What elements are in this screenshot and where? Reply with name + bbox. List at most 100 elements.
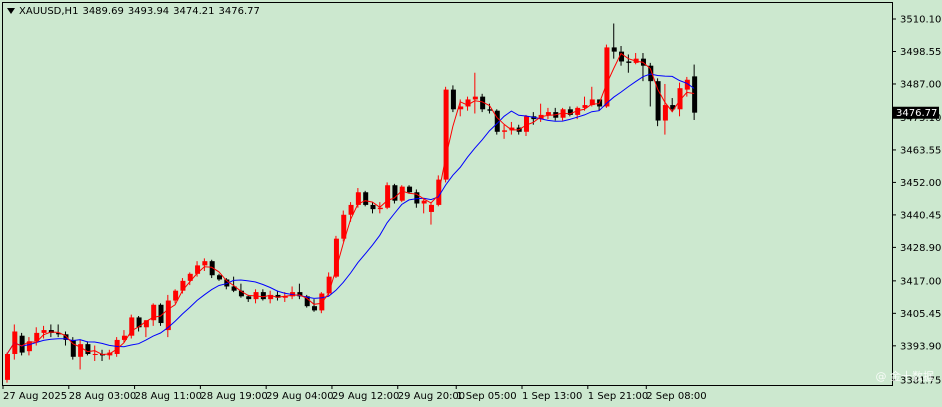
- x-tick-label: 1 Sep 13:00: [522, 391, 582, 402]
- x-tick-label: 28 Aug 11:00: [135, 391, 202, 402]
- x-tick-label: 1 Sep 21:00: [588, 391, 648, 402]
- candle-body: [341, 214, 347, 239]
- candle-body: [692, 76, 698, 113]
- candle-body: [428, 204, 434, 212]
- x-tick-label: 1 Sep 05:00: [456, 391, 516, 402]
- x-tick-label: 27 Aug 2025: [3, 391, 67, 402]
- candle-body: [611, 47, 617, 52]
- candle-body: [377, 207, 383, 210]
- candle-body: [604, 47, 610, 107]
- candle-body: [143, 320, 149, 328]
- candle-body: [465, 99, 471, 107]
- ma-slow-line: [6, 73, 695, 355]
- price-tag-bg: [893, 106, 939, 119]
- candle-body: [509, 127, 515, 131]
- candle-body: [567, 109, 573, 115]
- candle-body: [443, 89, 449, 180]
- candle-body: [282, 296, 288, 298]
- candle-body: [195, 265, 201, 274]
- candle-body: [670, 105, 676, 110]
- candle-body: [158, 304, 164, 324]
- candle-body: [545, 112, 551, 115]
- candle-body: [85, 344, 91, 354]
- y-tick-label: 3498.55: [900, 47, 941, 58]
- candle-body: [63, 334, 69, 340]
- ohlc-open: 3489.69: [82, 6, 124, 17]
- x-tick-label: 28 Aug 03:00: [69, 391, 136, 402]
- candle-body: [312, 306, 318, 311]
- candle-body: [626, 61, 632, 63]
- candle-body: [297, 292, 303, 297]
- candle-body: [662, 105, 668, 121]
- candle-body: [458, 106, 464, 110]
- chevron-down-icon[interactable]: [7, 8, 15, 14]
- ohlc-high: 3493.94: [127, 6, 170, 17]
- x-tick-label: 29 Aug 20:00: [398, 391, 465, 402]
- candle-body: [502, 130, 508, 132]
- candle-body: [275, 294, 281, 298]
- candle-body: [392, 185, 398, 201]
- candle-body: [246, 296, 252, 300]
- chart-header: XAUUSD,H1 3489.69 3493.94 3474.21 3476.77: [7, 5, 264, 19]
- x-tick-label: 29 Aug 04:00: [266, 391, 333, 402]
- candle-body: [450, 89, 456, 110]
- candle-body: [582, 105, 588, 108]
- candle-body: [472, 96, 478, 100]
- candle-body: [165, 300, 171, 331]
- candle-body: [363, 192, 369, 205]
- y-tick-label: 3381.75: [900, 376, 941, 387]
- candle-body: [238, 290, 244, 297]
- candle-body: [524, 116, 530, 132]
- candle-body: [26, 341, 32, 352]
- candle-body: [677, 88, 683, 110]
- candle-body: [151, 304, 157, 321]
- candle-body: [136, 317, 142, 328]
- y-tick-label: 3405.45: [900, 309, 941, 320]
- candle-body: [48, 330, 54, 333]
- candle-body: [399, 186, 405, 201]
- candle-body: [260, 292, 266, 300]
- candle-body: [421, 200, 427, 204]
- candle-body: [619, 51, 625, 62]
- candle-body: [326, 276, 332, 294]
- watermark: @ 金十数据: [875, 370, 935, 383]
- y-tick-label: 3417.00: [900, 276, 941, 287]
- ohlc-close: 3476.77: [218, 6, 260, 17]
- candle-body: [70, 339, 76, 357]
- candle-body: [202, 261, 208, 266]
- candle-body: [487, 109, 493, 111]
- candle-body: [575, 107, 581, 115]
- x-tick-label: 28 Aug 19:00: [200, 391, 267, 402]
- candle-body: [180, 280, 186, 291]
- y-tick-label: 3452.00: [900, 178, 941, 189]
- candle-body: [78, 344, 84, 357]
- candle-body: [648, 65, 654, 82]
- current-price-tag: 3476.77: [893, 106, 939, 119]
- price-tag-label: 3476.77: [896, 108, 937, 119]
- candle-body: [114, 339, 120, 354]
- y-tick-label: 3487.00: [900, 79, 941, 90]
- candle-body: [92, 353, 98, 355]
- candle-body: [494, 110, 500, 132]
- candle-body: [216, 275, 222, 280]
- candle-body: [480, 96, 486, 110]
- candle-body: [684, 79, 690, 90]
- y-tick-label: 3510.10: [900, 15, 941, 26]
- y-tick-label: 3393.90: [900, 341, 941, 352]
- x-tick-label: 2 Sep 08:00: [646, 391, 706, 402]
- candle-body: [407, 186, 413, 193]
- candle-body: [385, 185, 391, 208]
- candle-body: [56, 332, 62, 335]
- y-tick-label: 3428.90: [900, 243, 941, 254]
- candle-body: [414, 192, 420, 204]
- candle-body: [187, 273, 193, 281]
- candle-body: [19, 335, 25, 353]
- candle-body: [231, 286, 237, 291]
- x-tick-label: 29 Aug 12:00: [332, 391, 399, 402]
- candle-body: [173, 290, 179, 301]
- candle-body: [41, 330, 47, 333]
- y-tick-label: 3440.45: [900, 210, 941, 221]
- candle-body: [34, 332, 40, 342]
